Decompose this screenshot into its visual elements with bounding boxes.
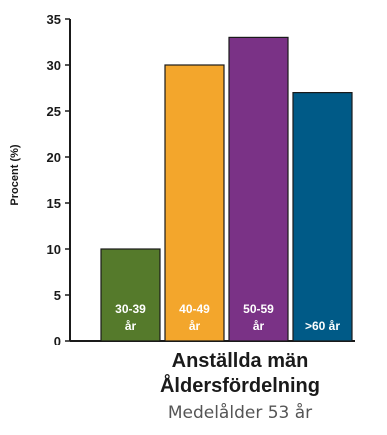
bar [100,248,161,342]
bar-category-label: år [189,319,201,333]
chart-caption-subtitle: Medelålder 53 år [167,403,313,423]
y-tick-label: 15 [47,196,61,211]
bar-chart: 0 5 10 15 20 25 30 35 30-39 år 40-49 år 50-59 år >60 … [9,12,355,345]
y-tick-label: 20 [47,150,61,165]
y-tick-label: 10 [47,242,61,257]
bar-category-label: år [125,319,137,333]
y-axis-label: Procent (%) [9,144,21,205]
bar-labels: 30-39 år 40-49 år 50-59 år >60 år [115,302,340,333]
bar [292,91,353,342]
y-tick-label: 25 [47,104,61,119]
y-tick-label: 0 [54,334,61,345]
bar-category-label: >60 år [305,319,340,333]
chart-caption-title: Anställda män Åldersfördelning [95,349,385,399]
y-tick-label: 30 [47,58,61,73]
y-tick-label: 35 [47,12,61,27]
caption-title-line2: Åldersfördelning [159,375,320,397]
bar-category-label: 50-59 [243,302,274,316]
y-tick-label: 5 [54,288,61,303]
bar [164,64,225,342]
bar-category-label: 30-39 [115,302,146,316]
bar-category-label: 40-49 [179,302,210,316]
bars [100,36,353,342]
bar [228,36,289,342]
bar-category-label: år [253,319,265,333]
caption-title-line1: Anställda män [171,350,309,372]
